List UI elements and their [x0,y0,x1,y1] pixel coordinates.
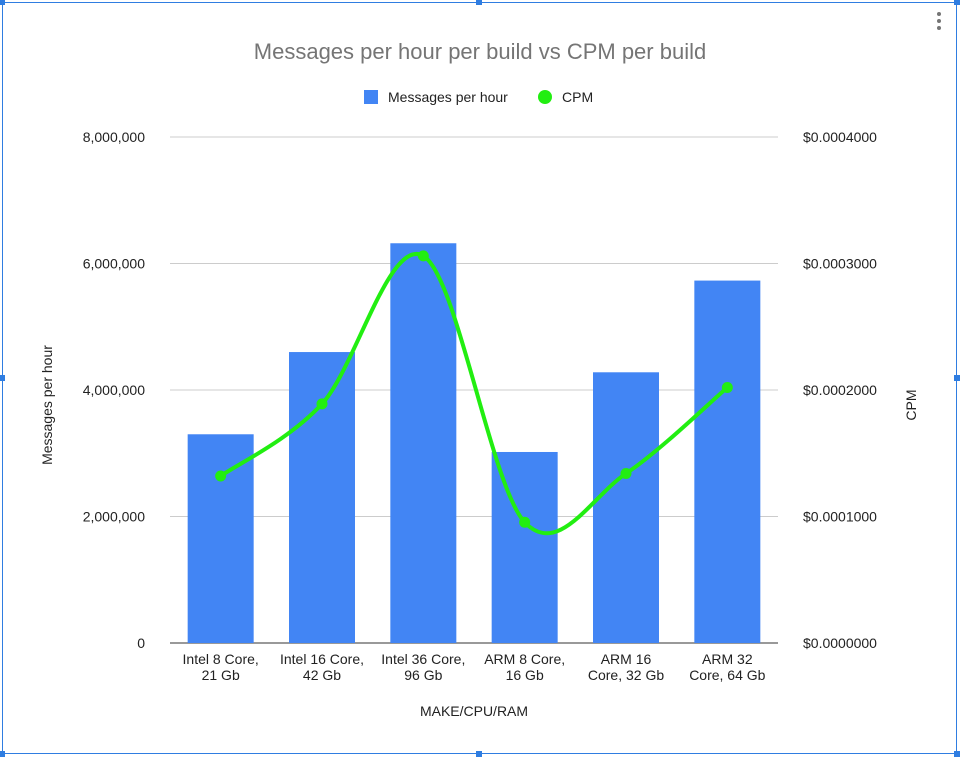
resize-handle-top[interactable] [476,0,482,5]
menu-dot [937,26,941,30]
legend-label-messages: Messages per hour [388,89,508,105]
cpm-point[interactable] [721,381,733,393]
legend-swatch-cpm [538,90,552,104]
resize-handle-bottom[interactable] [476,751,482,757]
bar[interactable] [187,434,254,643]
menu-dot [937,19,941,23]
legend-swatch-messages [364,90,378,104]
y2-tick-label: $0.0003000 [803,256,877,272]
x-tick-label: ARM 32 Core, 64 Gb [689,651,765,683]
y2-tick-label: $0.0001000 [803,509,877,525]
menu-dot [937,12,941,16]
x-tick-label: Intel 36 Core, 96 Gb [381,651,465,683]
x-tick-label: Intel 16 Core, 42 Gb [280,651,364,683]
x-axis-title: MAKE/CPU/RAM [420,703,528,719]
y-tick-label: 0 [137,635,145,651]
bar[interactable] [289,352,355,643]
y-axis-left: 0 2,000,000 4,000,000 6,000,000 8,000,000 [83,129,146,651]
y-tick-label: 4,000,000 [83,382,145,398]
y-axis-right: $0.0000000 $0.0001000 $0.0002000 $0.0003000… [803,129,877,651]
resize-handle-bottom-left[interactable] [0,751,5,757]
y-tick-label: 2,000,000 [83,509,145,525]
y-axis-title: Messages per hour [39,345,55,465]
resize-handle-top-left[interactable] [0,0,5,5]
legend-label-cpm: CPM [562,89,593,105]
cpm-point[interactable] [519,516,531,528]
resize-handle-right[interactable] [954,375,960,381]
resize-handle-top-right[interactable] [954,0,960,5]
cpm-point[interactable] [316,398,328,410]
chart-title: Messages per hour per build vs CPM per b… [254,39,706,64]
x-tick-label: Intel 8 Core, 21 Gb [183,651,259,683]
bar[interactable] [491,451,558,643]
y2-tick-label: $0.0004000 [803,129,877,145]
resize-handle-bottom-right[interactable] [954,751,960,757]
more-options-icon[interactable] [933,12,945,34]
cpm-point[interactable] [620,467,632,479]
bar[interactable] [694,280,761,643]
bar[interactable] [593,372,659,643]
y-tick-label: 6,000,000 [83,256,145,272]
cpm-point[interactable] [215,470,227,482]
y2-tick-label: $0.0002000 [803,382,877,398]
line-series [215,250,733,536]
x-tick-label: ARM 16 Core, 32 Gb [588,651,664,683]
cpm-point[interactable] [417,250,429,262]
bar-series [187,243,761,643]
x-tick-label: ARM 8 Core, 16 Gb [484,651,565,683]
y2-tick-label: $0.0000000 [803,635,877,651]
x-axis: Intel 8 Core, 21 Gb Intel 16 Core, 42 Gb Int… [183,651,766,683]
y-tick-label: 8,000,000 [83,129,145,145]
gridlines [170,136,778,644]
bar[interactable] [390,243,457,643]
legend: Messages per hour CPM [364,89,593,105]
resize-handle-left[interactable] [0,375,5,381]
y2-axis-title: CPM [903,389,919,420]
